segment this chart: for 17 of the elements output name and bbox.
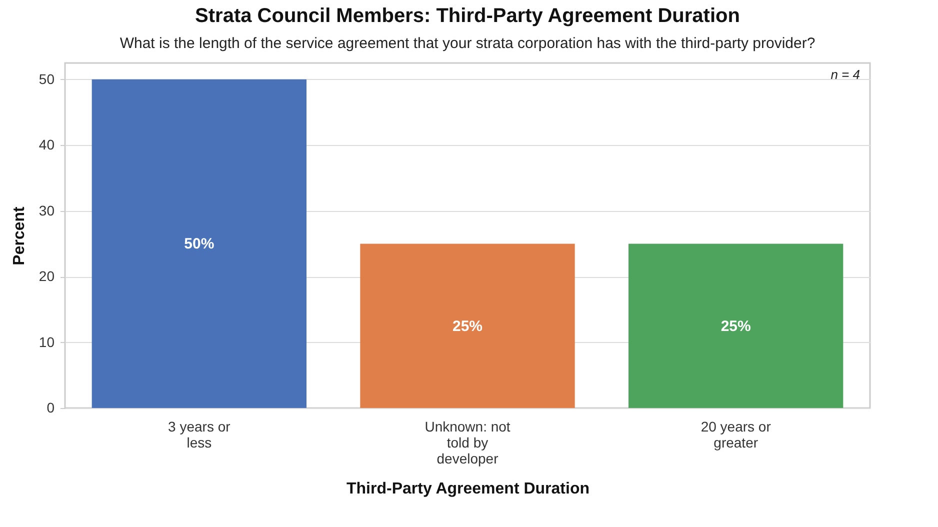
y-tick-label: 30 [38, 202, 55, 218]
y-tick-label: 0 [46, 400, 55, 416]
y-tick-label: 50 [38, 70, 55, 87]
data-label: 25% [720, 318, 751, 335]
x-axis-title: Third-Party Agreement Duration [346, 480, 590, 498]
chart-subtitle: What is the length of the service agreement that your strata corporation has with the third-party provider? [120, 35, 816, 52]
y-axis-title: Percent [10, 206, 28, 266]
data-label: 25% [452, 318, 483, 335]
x-tick-label: 3 years or less [168, 418, 231, 450]
data-label: 50% [184, 236, 214, 253]
y-tick-label: 40 [38, 136, 55, 153]
chart-title: Strata Council Members: Third-Party Agreement Duration [195, 5, 740, 27]
annotation: n = 4 [830, 67, 860, 82]
y-tick-label: 10 [38, 334, 55, 350]
x-tick-label: Unknown: not told by developer [424, 418, 510, 466]
x-tick-label: 20 years or greater [700, 418, 772, 450]
y-tick-label: 20 [38, 268, 55, 284]
